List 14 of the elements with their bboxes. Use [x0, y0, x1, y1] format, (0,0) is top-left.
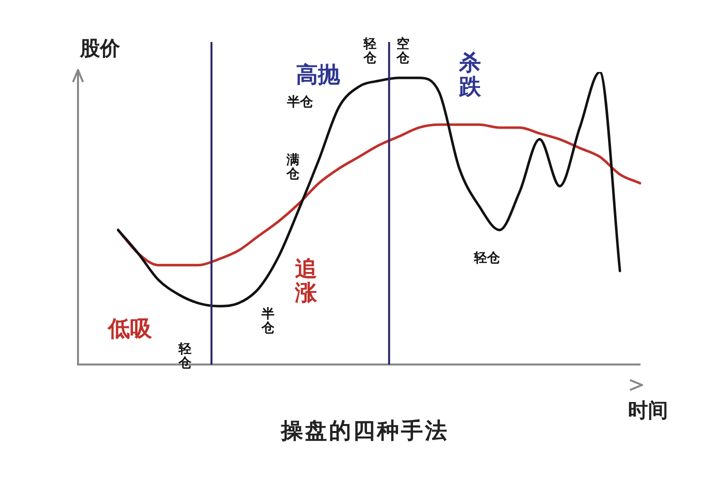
text: 空仓: [396, 36, 410, 66]
annotation: 满仓: [286, 152, 300, 182]
annotation: 轻仓: [178, 342, 192, 372]
annotation: 轻仓: [474, 250, 500, 266]
annotation: 高抛: [296, 63, 340, 88]
text: 轻仓: [364, 36, 376, 66]
annotation: 杀跌: [459, 51, 481, 100]
annotation: 低吸: [108, 317, 152, 342]
annotation: 追涨: [295, 257, 317, 306]
text: 操盘的四种手法: [281, 419, 449, 444]
x-axis-title: 时间: [628, 398, 668, 422]
annotation: 半仓: [287, 94, 313, 110]
y-axis-title: 股价: [80, 36, 120, 60]
annotation: 半仓: [262, 306, 274, 336]
